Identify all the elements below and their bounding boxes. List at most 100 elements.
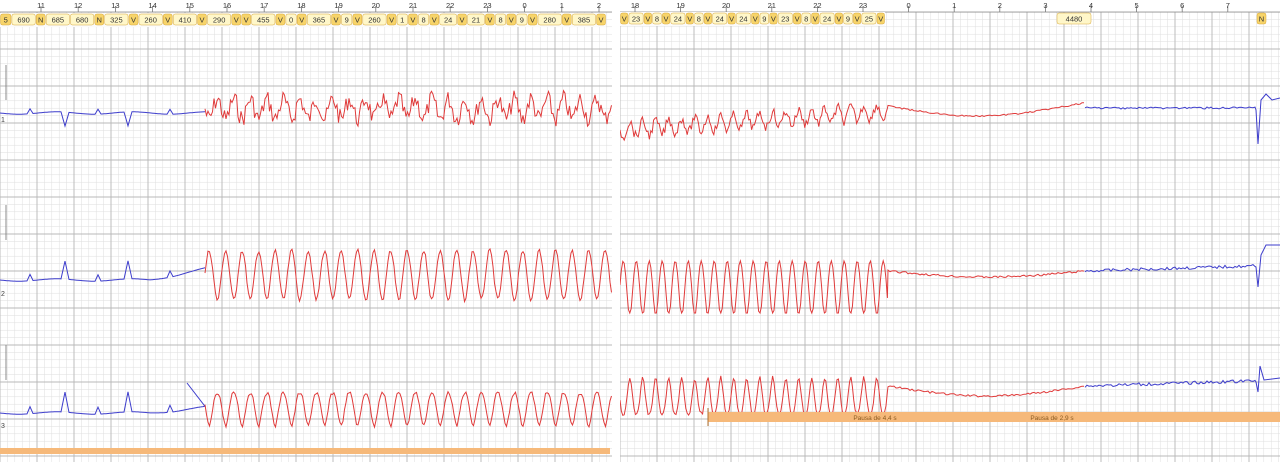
annotation-chip — [793, 12, 802, 25]
annotation-chip — [843, 12, 853, 25]
annotation-label: 455 — [257, 16, 270, 25]
annotation-label: V — [836, 15, 841, 24]
annotation-chip — [341, 13, 353, 26]
annotation-label: V — [813, 15, 818, 24]
annotation-chip — [362, 13, 387, 26]
annotation-label: V — [771, 15, 776, 24]
annotation-chip — [652, 12, 662, 25]
annotation-chip — [429, 13, 439, 26]
annotation-chip — [834, 12, 843, 25]
annotation-label: V — [855, 15, 860, 24]
annotation-chip — [670, 12, 686, 25]
annotation-label: 260 — [368, 16, 381, 25]
annotation-label: 8 — [697, 15, 701, 24]
annotation-chip — [819, 12, 835, 25]
annotation-label: 260 — [144, 16, 157, 25]
ecg-trace-vt — [620, 258, 1085, 315]
annotation-chip — [386, 13, 397, 26]
annotation-chip — [70, 13, 95, 26]
ruler-tick-label: 3 — [1043, 1, 1047, 10]
pause-label: Pausa de 4,4 s — [853, 415, 897, 422]
annotation-chip — [138, 13, 163, 26]
ruler-tick-label: 19 — [676, 1, 684, 10]
annotation-label: 24 — [716, 15, 724, 24]
ecg-left-panel: 11 12 13 14 15 16 17 18 19 20 21 22 23 0 1 2 5 690 N 685 680… — [0, 0, 612, 462]
ruler-tick-label: 4 — [1089, 1, 1093, 10]
annotation-chip — [45, 13, 70, 26]
annotation-label: 685 — [52, 16, 65, 25]
annotation-label: 23 — [781, 15, 789, 24]
right-time-ruler: 18 19 20 21 22 23 0 1 2 3 4 5 6 7 — [620, 0, 1280, 13]
annotation-chip — [861, 12, 877, 25]
annotation-label: V — [729, 15, 734, 24]
annotation-chip — [495, 13, 506, 26]
annotation-chip — [643, 12, 652, 25]
pause-bar-fill — [708, 412, 1280, 422]
ruler-tick-label: 22 — [813, 1, 821, 10]
end-marker-chip — [1256, 12, 1267, 25]
annotation-label: 24 — [823, 15, 831, 24]
channel-label: 3 — [1, 423, 5, 430]
annotation-label: 24 — [444, 16, 452, 25]
annotation-chip — [801, 12, 811, 25]
annotation-label: N — [38, 16, 43, 25]
annotation-label: 24 — [674, 15, 682, 24]
annotation-chip — [172, 13, 197, 26]
ruler-tick-label: 0 — [907, 1, 911, 10]
annotation-label: V — [278, 16, 283, 25]
ecg-trace-vt — [204, 89, 612, 128]
annotation-label: V — [622, 15, 627, 24]
annotation-label: 21 — [472, 16, 480, 25]
annotation-label: 690 — [17, 16, 30, 25]
rr-value-label: 4480 — [1066, 15, 1083, 24]
annotation-label: V — [410, 16, 415, 25]
pause-bar: Pausa de 4,4 s Pausa de 2,9 s — [707, 408, 1280, 426]
annotation-chip — [572, 13, 596, 26]
annotation-label: V — [753, 15, 758, 24]
ruler-tick-label: 5 — [1135, 1, 1139, 10]
ruler-tick-label: 19 — [334, 1, 342, 10]
annotation-label: V — [355, 16, 360, 25]
annotation-label: V — [333, 16, 338, 25]
annotation-label: V — [645, 15, 650, 24]
annotation-chip — [11, 13, 36, 26]
annotation-label: V — [509, 16, 514, 25]
annotation-chip — [769, 12, 778, 25]
annotation-label: 290 — [213, 16, 226, 25]
ecg-left-strip: 11 12 13 14 15 16 17 18 19 20 21 22 23 0 1 25 690 N 685 680… — [0, 0, 612, 462]
annotation-label: V — [878, 15, 883, 24]
ruler-tick-label: 21 — [409, 1, 417, 10]
annotation-chip — [537, 13, 562, 26]
ruler-tick-label: 23 — [483, 1, 491, 10]
annotation-label: V — [599, 16, 604, 25]
channel-label: 2 — [1, 291, 5, 298]
annotation-chip — [485, 13, 495, 26]
annotation-label: V — [131, 16, 136, 25]
annotation-chip — [231, 13, 241, 26]
annotation-chip — [853, 12, 862, 25]
right-annotation-row: V 23 V 8 V 24 V 8 V 24 V 24 V 9 V 23 V 8 V 24 V 9 V 25 V — [620, 12, 885, 26]
annotation-label: V — [795, 15, 800, 24]
channel-label: 1 — [1, 117, 5, 124]
annotation-chip — [331, 13, 341, 26]
ruler-tick-label: 18 — [631, 1, 639, 10]
ecg-trace-normal — [0, 107, 205, 128]
annotation-label: 680 — [76, 16, 89, 25]
ruler-tick-label: 2 — [998, 1, 1002, 10]
annotation-chip — [811, 12, 820, 25]
annotation-label: 325 — [110, 16, 123, 25]
ruler-tick-label: 14 — [148, 1, 156, 10]
ruler-tick-label: 20 — [372, 1, 380, 10]
annotation-label: 9 — [846, 15, 850, 24]
annotation-label: 9 — [520, 16, 524, 25]
ruler-tick-label: 17 — [260, 1, 268, 10]
annotation-label: 280 — [543, 16, 556, 25]
annotation-chip — [876, 12, 885, 25]
annotation-label: V — [564, 16, 569, 25]
left-annotation-row: 5 690 N 685 680 N 325 V 260 V 410 V 290 V V 455 V 0 V 365 V 9… — [0, 13, 606, 27]
annotation-label: V — [199, 16, 204, 25]
ecg-right-strip: 18 19 20 21 22 23 0 1 2 3 4 5 6 7V 23 V 8 V 24 V 8 V 24 V 24 V 9 V 2… — [620, 0, 1280, 462]
annotation-chip — [396, 13, 408, 26]
annotation-chip — [620, 12, 629, 25]
annotation-chip — [251, 13, 276, 26]
